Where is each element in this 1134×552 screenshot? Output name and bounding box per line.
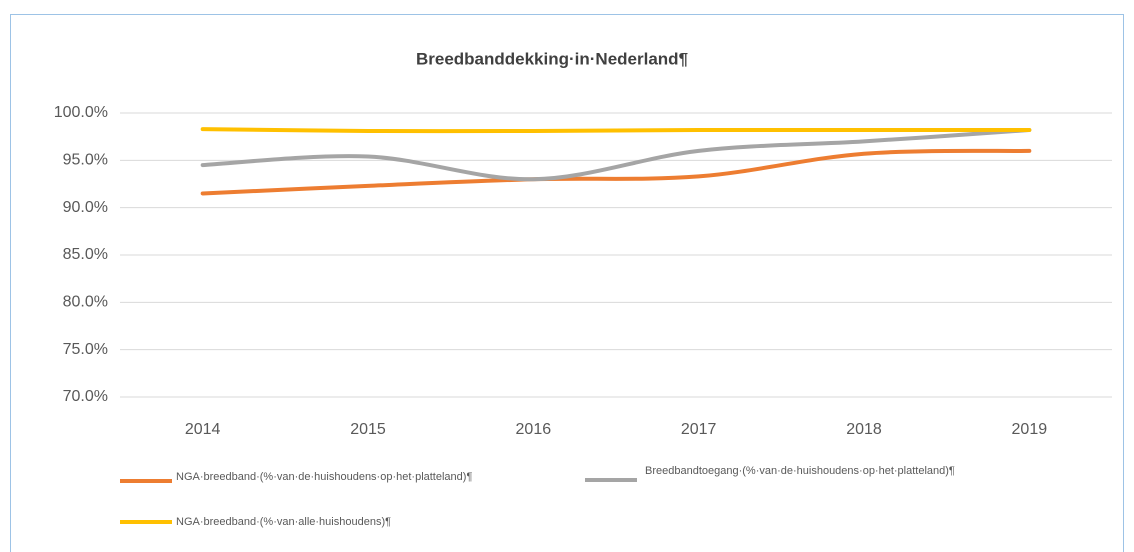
x-tick-label: 2019 (1012, 421, 1048, 438)
legend-label: Breedbandtoegang·(%·van·de·huishoudens·o… (645, 465, 955, 477)
chart-border (10, 14, 1124, 552)
series-line (200, 128, 1032, 182)
y-tick-label: 100.0% (54, 104, 108, 121)
legend-label: NGA·breedband·(%·van·de·huishoudens·op·h… (176, 471, 473, 483)
y-tick-label: 70.0% (63, 388, 108, 405)
y-tick-label: 95.0% (63, 152, 108, 169)
legend-label: NGA·breedband·(%·van·alle·huishoudens)¶ (176, 516, 392, 528)
series-line (200, 127, 1032, 134)
y-tick-label: 75.0% (63, 341, 108, 358)
x-tick-label: 2018 (846, 421, 882, 438)
x-tick-label: 2014 (185, 421, 221, 438)
x-tick-label: 2017 (681, 421, 717, 438)
x-tick-label: 2016 (516, 421, 552, 438)
y-tick-label: 85.0% (63, 246, 108, 263)
y-tick-label: 80.0% (63, 294, 108, 311)
series-line (200, 148, 1032, 196)
y-tick-label: 90.0% (63, 199, 108, 216)
chart-title: Breedbanddekking·in·Nederland¶ (416, 49, 688, 68)
x-tick-label: 2015 (350, 421, 386, 438)
